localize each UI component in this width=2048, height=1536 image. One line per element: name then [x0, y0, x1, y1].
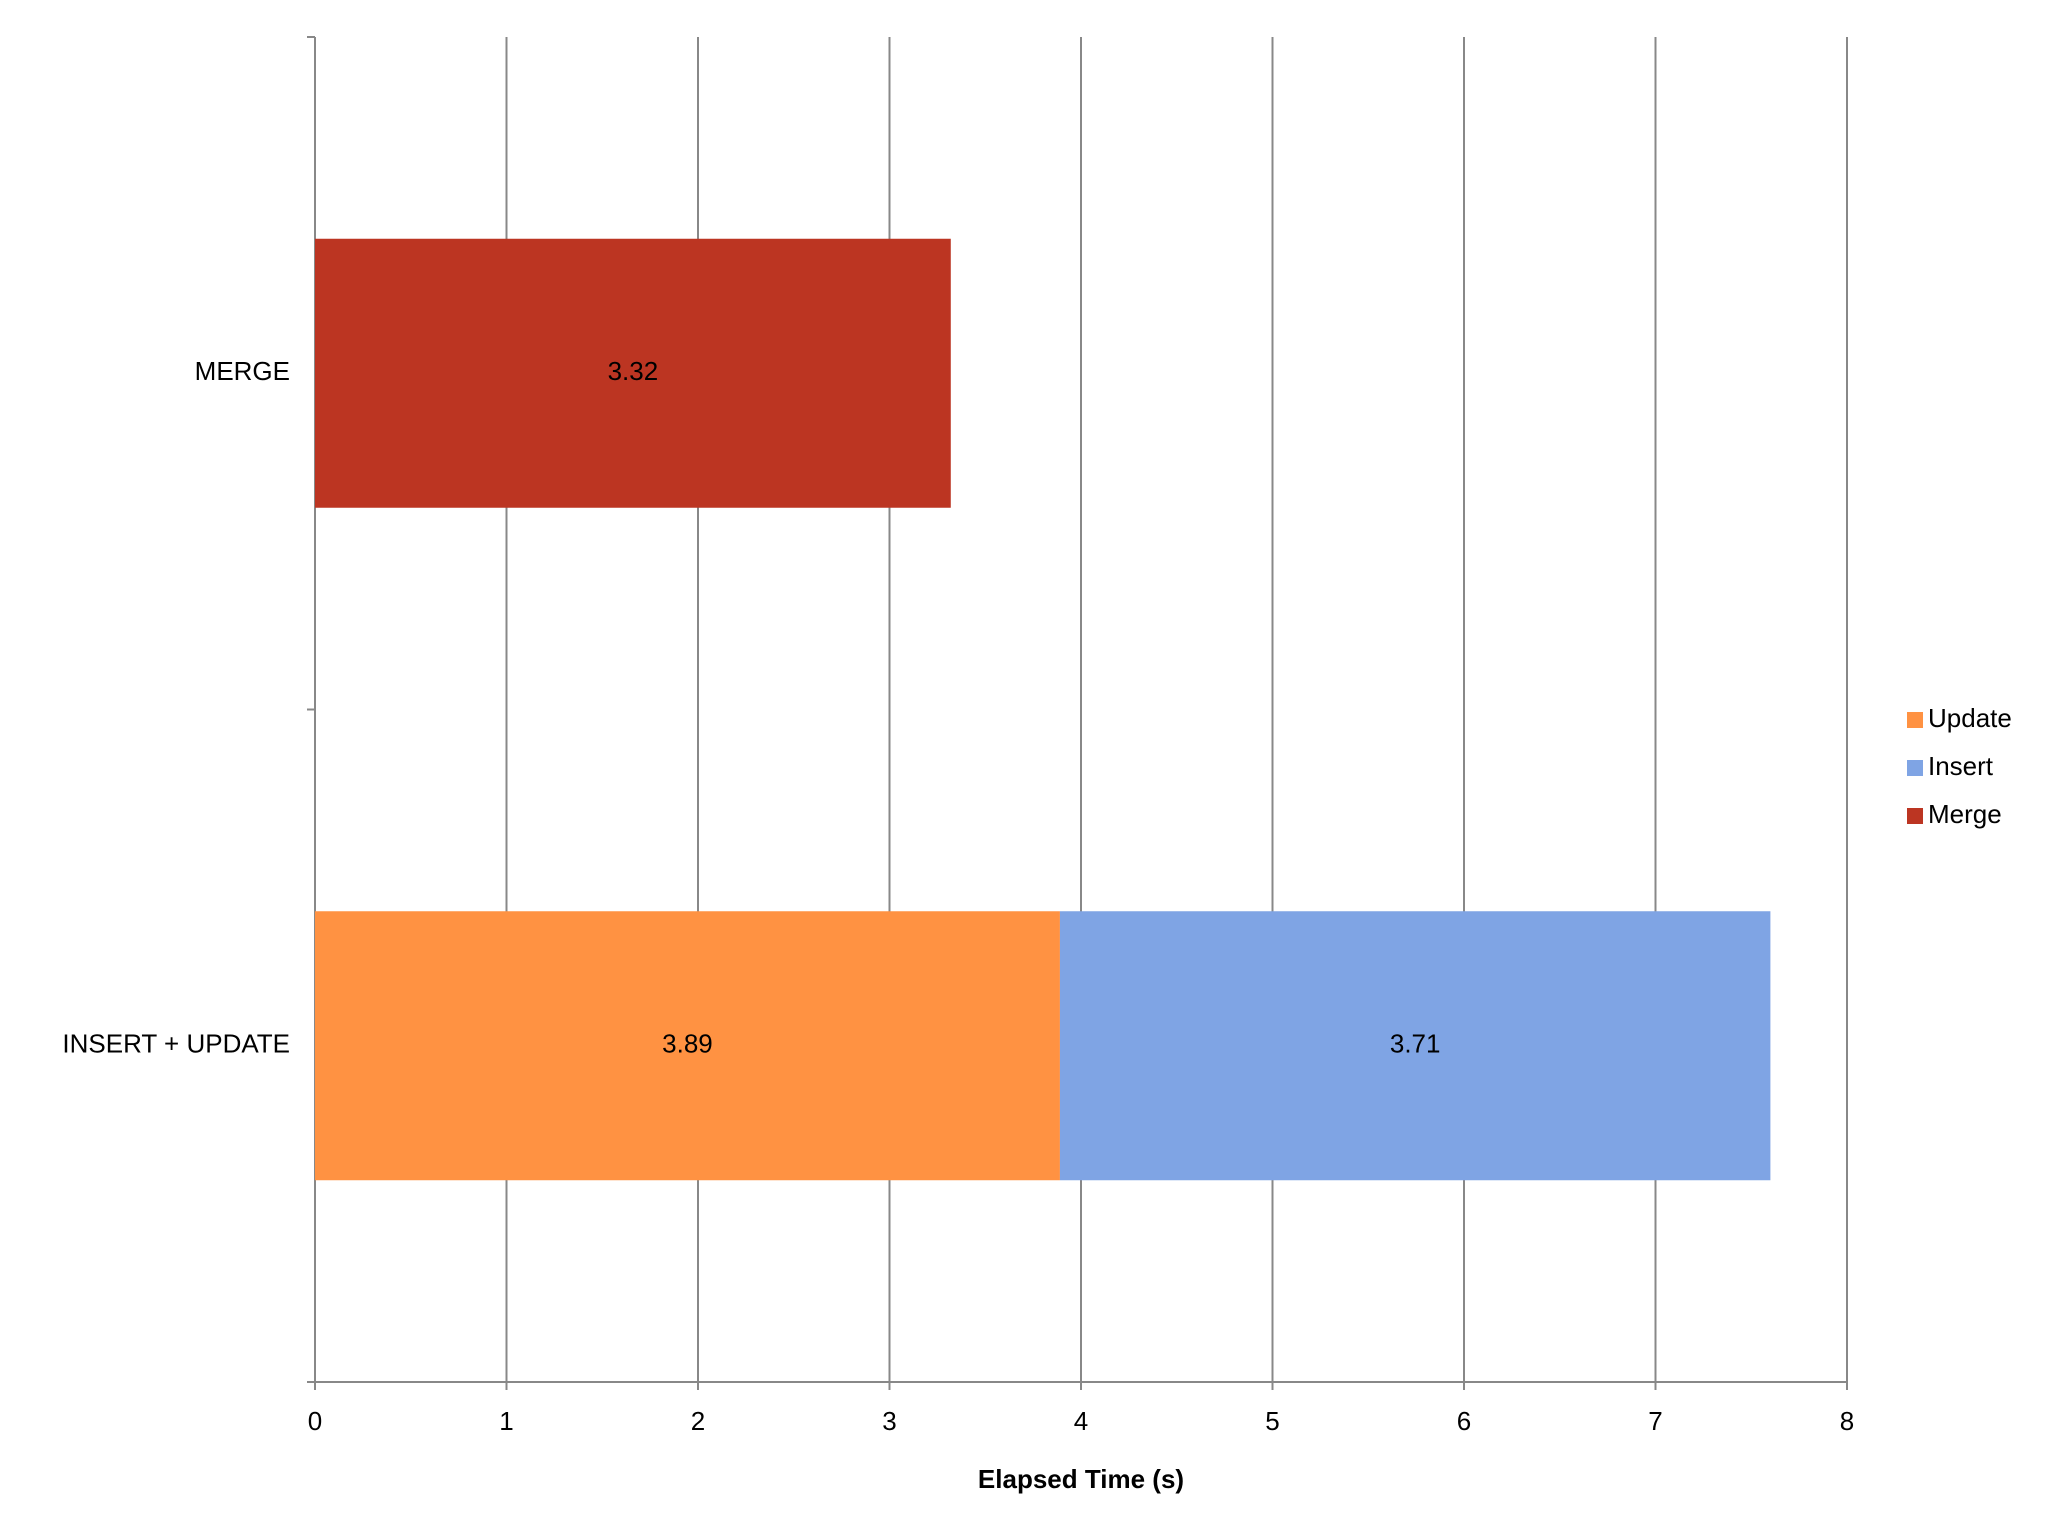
x-tick-label: 3	[882, 1406, 896, 1436]
x-tick-label: 0	[308, 1406, 322, 1436]
y-tick-label: MERGE	[195, 356, 290, 386]
value-label: 3.71	[1390, 1029, 1441, 1059]
x-tick-label: 4	[1074, 1406, 1088, 1436]
x-tick-label: 2	[691, 1406, 705, 1436]
x-tick-label: 8	[1840, 1406, 1854, 1436]
value-label: 3.89	[662, 1029, 713, 1059]
legend-label: Merge	[1928, 799, 2002, 829]
bar-segment	[315, 238, 951, 508]
x-tick-label: 5	[1265, 1406, 1279, 1436]
bar-segment	[315, 911, 1060, 1181]
value-label: 3.32	[608, 356, 659, 386]
y-tick-label: INSERT + UPDATE	[62, 1029, 290, 1059]
x-tick-label: 6	[1457, 1406, 1471, 1436]
x-axis-label: Elapsed Time (s)	[978, 1464, 1184, 1494]
x-tick-label: 1	[499, 1406, 513, 1436]
legend-label: Update	[1928, 703, 2012, 733]
bar-segment	[1059, 911, 1771, 1181]
legend-swatch	[1907, 760, 1923, 776]
legend-swatch	[1907, 712, 1923, 728]
legend-swatch	[1907, 808, 1923, 824]
x-tick-label: 7	[1648, 1406, 1662, 1436]
legend-label: Insert	[1928, 751, 1994, 781]
